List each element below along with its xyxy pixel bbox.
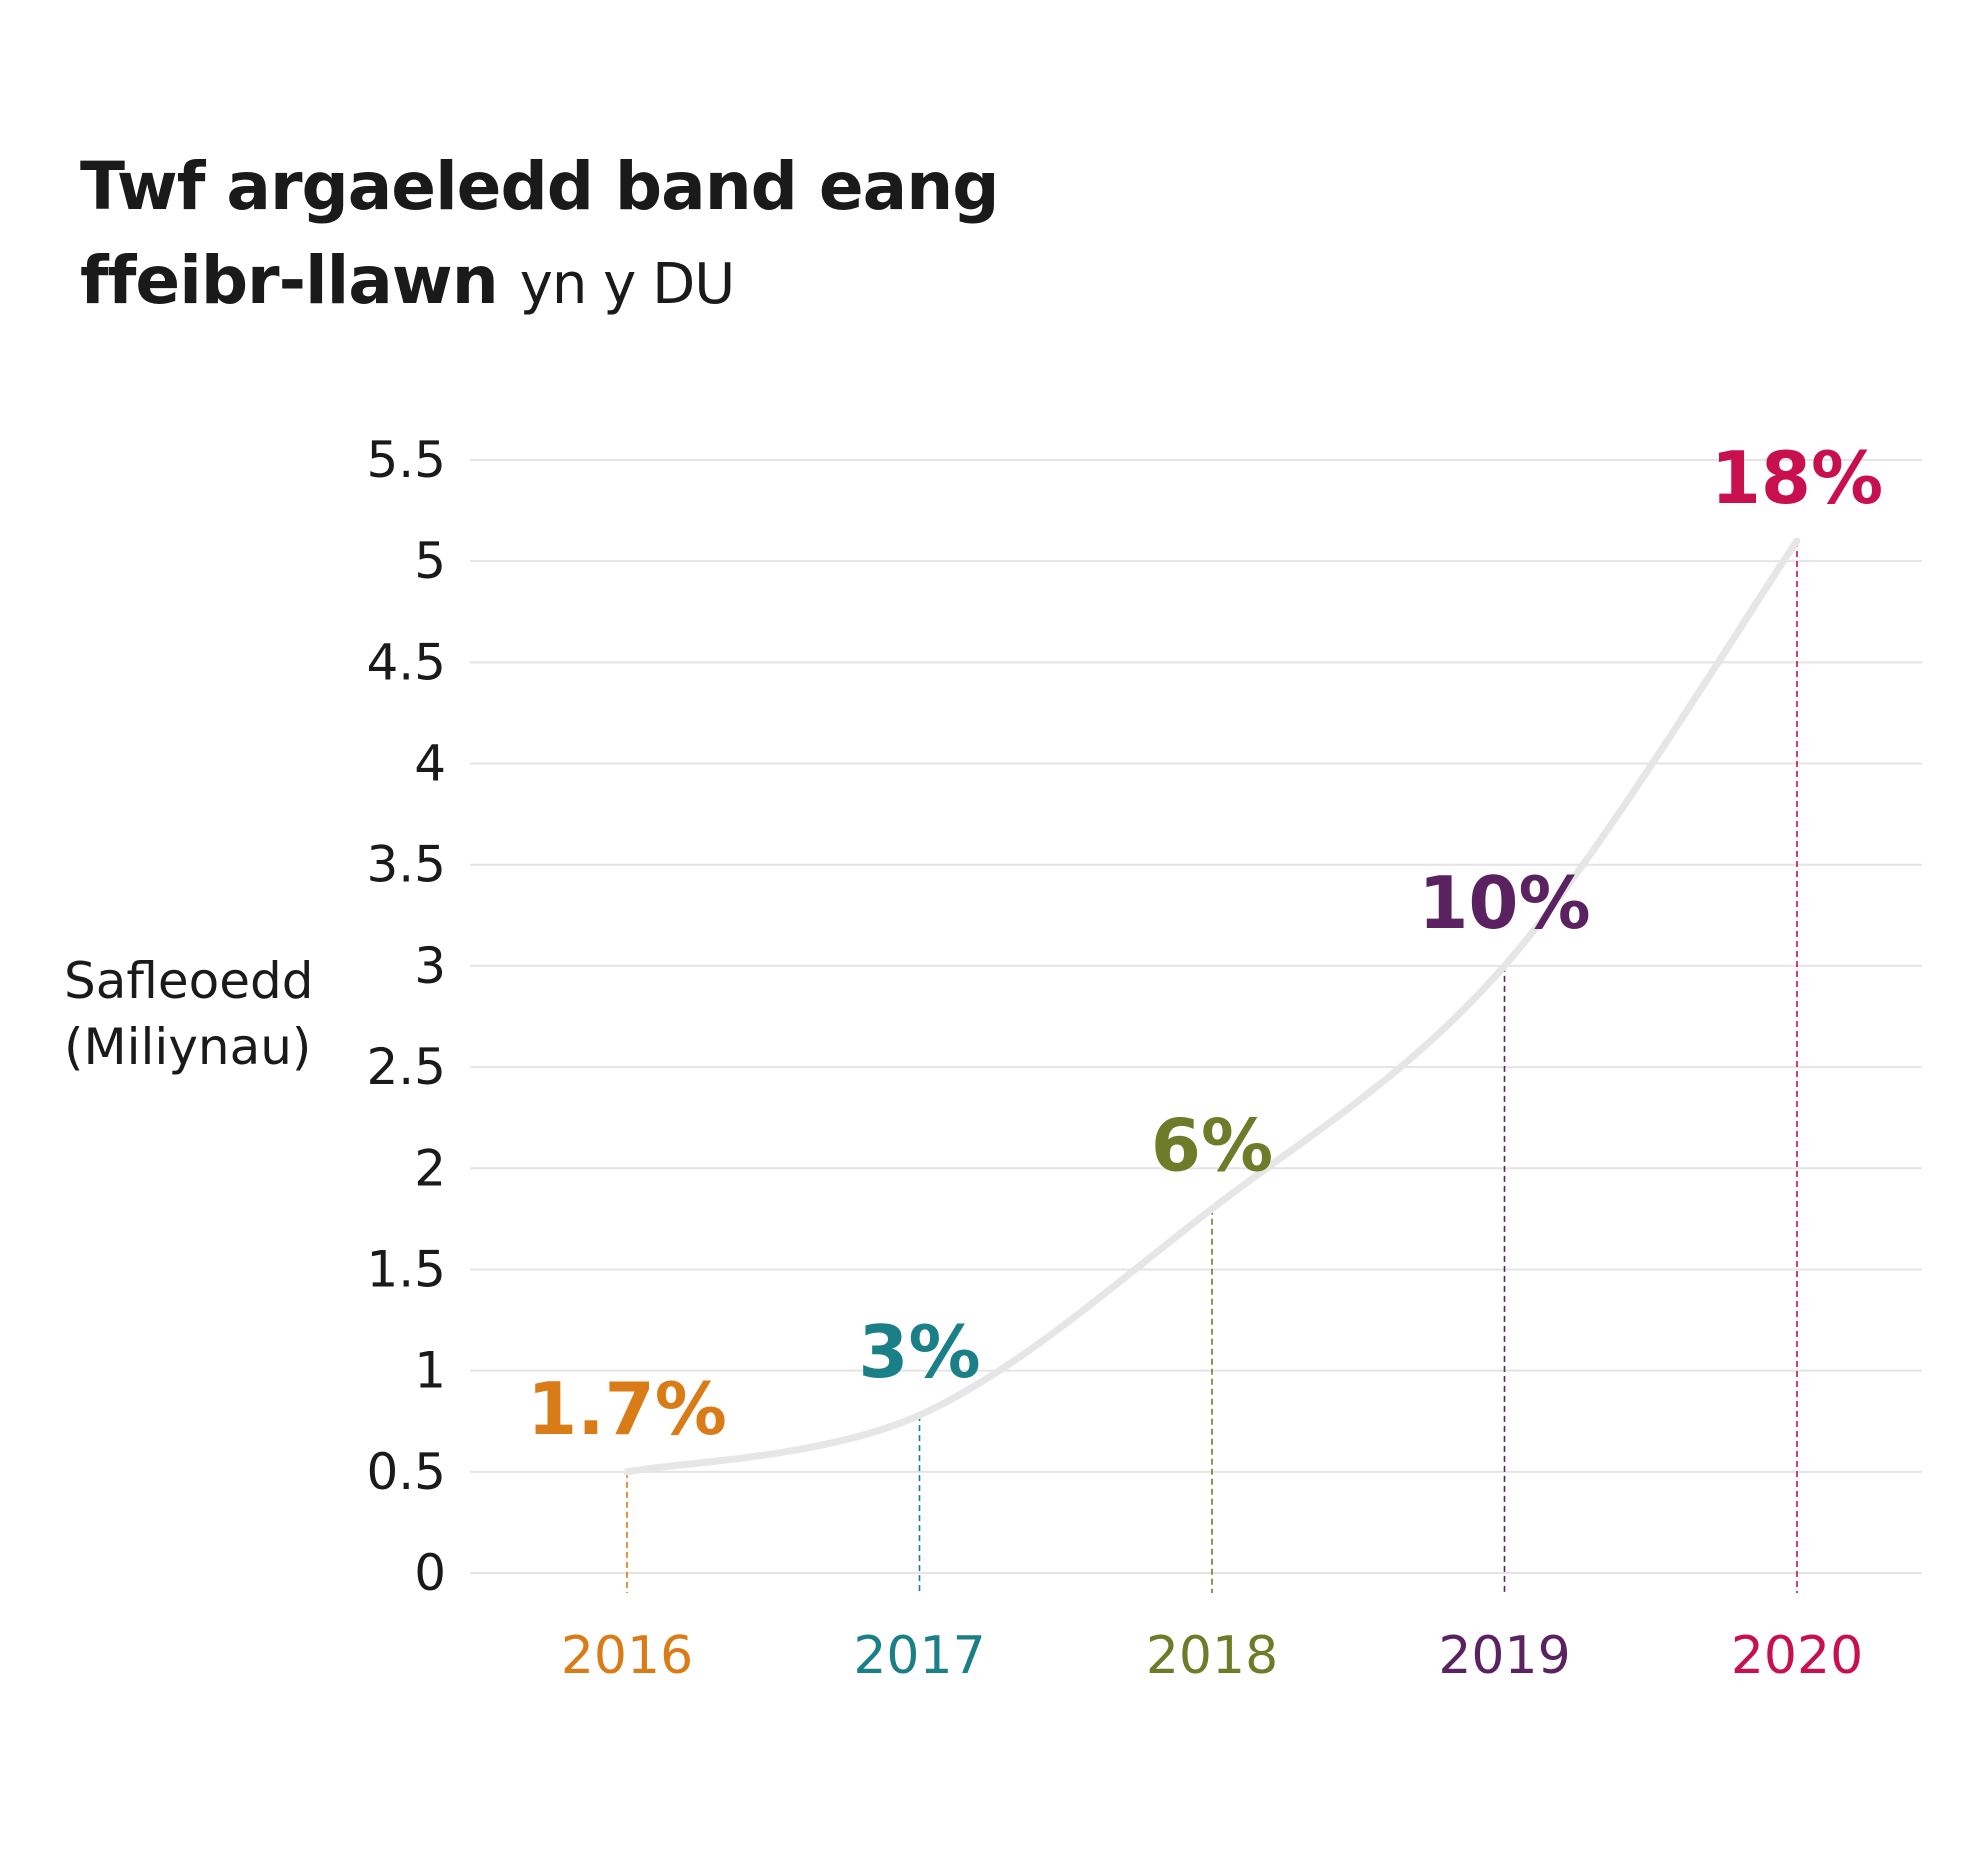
data-label: 10%	[1418, 861, 1590, 945]
y-axis-label: Safleoedd (Miliynau)	[64, 948, 313, 1080]
x-tick-label: 2019	[1438, 1626, 1570, 1686]
y-tick-label: 0	[414, 1544, 446, 1602]
y-axis-ticks: 0 0.5 1 1.5 2 2.5 3 3.5 4 4.5 5 5.5	[366, 431, 446, 1602]
data-label: 1.7%	[527, 1367, 727, 1451]
y-tick-label: 2.5	[366, 1038, 446, 1096]
y-tick-label: 3	[414, 937, 446, 995]
y-tick-label: 4.5	[366, 633, 446, 691]
x-tick-label: 2017	[853, 1626, 985, 1686]
data-label: 6%	[1151, 1104, 1273, 1188]
drop-lines	[626, 540, 1798, 1593]
x-axis-ticks: 2016 2017 2018 2019 2020	[561, 1626, 1863, 1686]
data-labels: 1.7% 3% 6% 10% 18%	[527, 436, 1883, 1451]
y-tick-label: 0.5	[366, 1443, 446, 1501]
y-tick-label: 5	[414, 532, 446, 590]
data-label: 18%	[1711, 436, 1883, 520]
title-line-2-rest: yn y DU	[519, 252, 735, 317]
y-tick-label: 1.5	[366, 1240, 446, 1298]
y-tick-label: 1	[414, 1342, 446, 1400]
y-tick-label: 3.5	[366, 836, 446, 894]
y-tick-label: 4	[414, 735, 446, 793]
x-tick-label: 2016	[561, 1626, 693, 1686]
title-line-1: Twf argaeledd band eang	[80, 148, 999, 225]
gridlines	[470, 459, 1922, 1574]
y-tick-label: 2	[414, 1139, 446, 1197]
x-tick-label: 2020	[1731, 1626, 1863, 1686]
title-line-2-bold: ffeibr-llawn	[80, 242, 499, 319]
series-line	[623, 537, 1801, 1476]
y-tick-label: 5.5	[366, 431, 446, 489]
data-label: 3%	[858, 1310, 980, 1394]
x-tick-label: 2018	[1146, 1626, 1278, 1686]
y-axis-label-line-2: (Miliynau)	[64, 1018, 312, 1076]
y-axis-label-line-1: Safleoedd	[64, 952, 314, 1010]
chart-title: Twf argaeledd band eang ffeibr-llawn yn …	[80, 140, 999, 332]
